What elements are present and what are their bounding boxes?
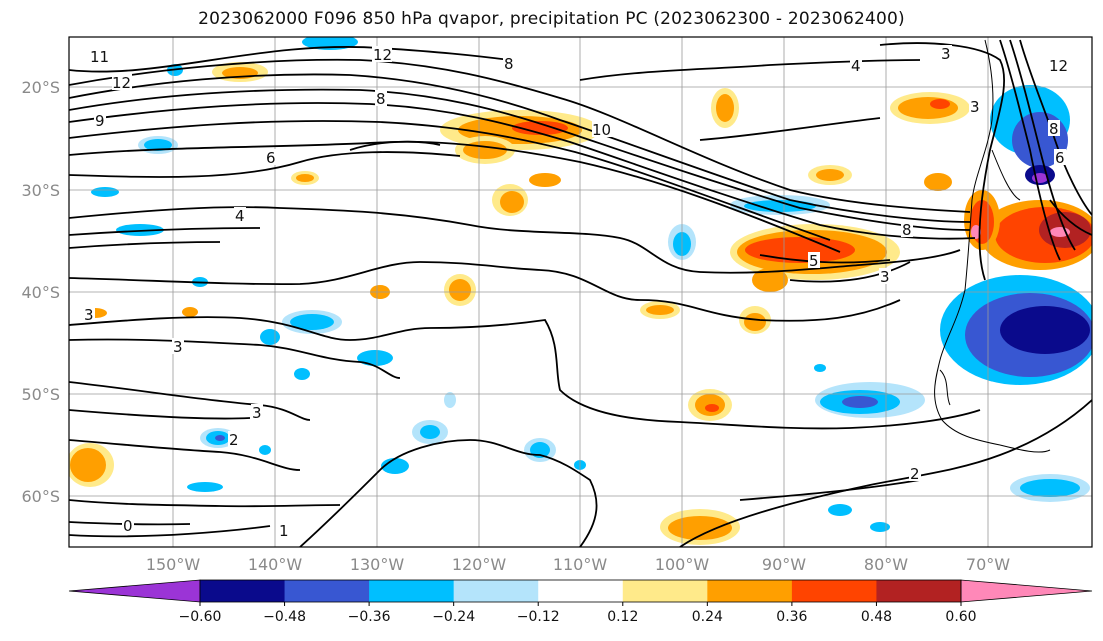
contour-label: 3 <box>970 98 980 116</box>
colorbar-tick-label: 0.12 <box>607 609 638 625</box>
map-frame <box>68 36 1093 548</box>
colorbar: −0.60 −0.48 −0.36 −0.24 −0.12 0.12 0.24 0.36 0.4… <box>68 579 1093 625</box>
colorbar-tick-label: 0.36 <box>776 609 807 625</box>
colorbar-extend-high <box>960 579 1093 603</box>
contour-label: 3 <box>941 45 951 63</box>
contour-label: 8 <box>1049 120 1059 138</box>
contour-label: 0 <box>123 517 133 535</box>
lon-label: 90°W <box>762 555 806 574</box>
colorbar-segment <box>538 580 624 602</box>
map-title: 2023062000 F096 850 hPa qvapor, precipit… <box>198 9 905 29</box>
contour-label: 4 <box>235 207 245 225</box>
contour-label: 6 <box>266 149 276 167</box>
contour-label: 6 <box>1055 149 1065 167</box>
lat-label: 60°S <box>21 487 60 506</box>
coastline <box>934 39 1051 453</box>
negative-anomaly-shading <box>91 37 1092 532</box>
colorbar-segment <box>453 580 539 602</box>
lat-label: 50°S <box>21 385 60 404</box>
contour-label: 3 <box>173 338 183 356</box>
colorbar-segment <box>791 580 877 602</box>
colorbar-segment <box>284 580 370 602</box>
contour-label: 2 <box>910 465 920 483</box>
colorbar-extend-low <box>68 579 201 603</box>
contour-label: 12 <box>112 74 131 92</box>
contour-label: 1 <box>279 522 289 540</box>
contour-label: 3 <box>252 404 262 422</box>
colorbar-tick-label: −0.24 <box>432 609 475 625</box>
colorbar-frame <box>199 579 962 603</box>
contour-label: 9 <box>95 112 105 130</box>
lon-label: 110°W <box>553 555 608 574</box>
contour-label: 4 <box>851 57 861 75</box>
lon-label: 70°W <box>966 555 1010 574</box>
contour-label: 11 <box>90 48 109 66</box>
colorbar-segment <box>200 580 286 602</box>
lon-label: 80°W <box>864 555 908 574</box>
colorbar-tick-label: 0.24 <box>692 609 723 625</box>
lon-label: 150°W <box>146 555 201 574</box>
lat-label: 20°S <box>21 78 60 97</box>
colorbar-tick-label: −0.48 <box>263 609 306 625</box>
colorbar-segment <box>707 580 793 602</box>
contour-label: 3 <box>880 268 890 286</box>
lon-label: 140°W <box>248 555 303 574</box>
contour-label: 12 <box>373 46 392 64</box>
contour-label: 8 <box>376 90 386 108</box>
contour-labels: 11 12 12 8 9 6 4 8 4 10 8 3 5 3 3 3 3 2 … <box>83 45 1071 540</box>
longitude-labels: 150°W 140°W 130°W 120°W 110°W 100°W 90°W… <box>146 555 1010 574</box>
contour-label: 12 <box>1049 57 1068 75</box>
colorbar-segment <box>369 580 455 602</box>
contour-label: 8 <box>902 221 912 239</box>
contour-label: 5 <box>809 252 819 270</box>
map-area: 11 12 12 8 9 6 4 8 4 10 8 3 5 3 3 3 3 2 … <box>69 37 1092 547</box>
colorbar-segment <box>622 580 708 602</box>
colorbar-tick-label: 0.60 <box>945 609 976 625</box>
colorbar-segment <box>876 580 962 602</box>
lon-label: 130°W <box>350 555 405 574</box>
colorbar-tick-label: −0.12 <box>517 609 560 625</box>
lon-label: 120°W <box>452 555 507 574</box>
contour-label: 10 <box>592 121 611 139</box>
lat-label: 30°S <box>21 181 60 200</box>
colorbar-tick-label: −0.60 <box>179 609 222 625</box>
contour-label: 2 <box>229 431 239 449</box>
lat-label: 40°S <box>21 283 60 302</box>
qvapor-contours <box>69 39 1092 547</box>
contour-label: 3 <box>84 306 94 324</box>
lon-label: 100°W <box>655 555 710 574</box>
colorbar-tick-label: −0.36 <box>348 609 391 625</box>
latitude-labels: 20°S 30°S 40°S 50°S 60°S <box>21 78 60 506</box>
contour-label: 8 <box>504 55 514 73</box>
colorbar-tick-label: 0.48 <box>861 609 892 625</box>
